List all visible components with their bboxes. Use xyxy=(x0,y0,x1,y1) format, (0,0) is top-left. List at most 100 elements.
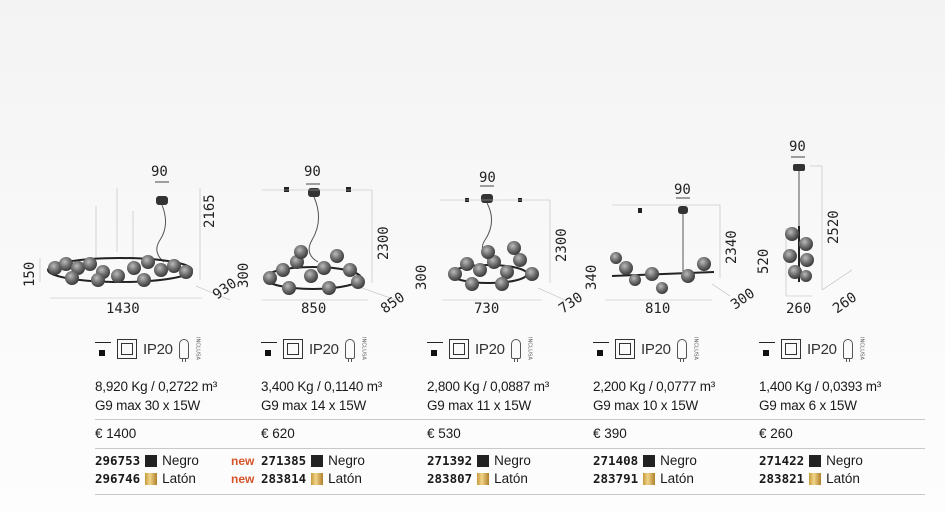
finish-label: Latón xyxy=(494,471,528,486)
spec-icons: IP20 INCLUSA xyxy=(95,333,261,365)
code-row: 283821 Latón xyxy=(759,470,925,488)
dim-width-3: 730 xyxy=(474,301,500,317)
dim-height-5: 2520 xyxy=(826,210,842,244)
product-column-1: IP20 INCLUSA 8,920 Kg / 0,2722 m³ G9 max… xyxy=(95,333,261,495)
brass-swatch-icon xyxy=(311,473,324,485)
code-row: new 283814 Latón xyxy=(231,470,427,488)
finish-label: Negro xyxy=(826,453,863,468)
dim-top-4: 90 xyxy=(674,182,691,198)
new-badge: new xyxy=(231,454,255,468)
divider xyxy=(95,419,261,420)
dim-width-4: 810 xyxy=(645,301,671,317)
spec-icons: IP20 INCLUSA xyxy=(261,333,427,365)
product-code: 283821 xyxy=(759,471,805,486)
class-ii-icon xyxy=(283,339,303,359)
bulb-included-label: INCLUSA xyxy=(360,337,367,361)
code-row: 296753 Negro xyxy=(95,452,261,470)
bulb-included-label: INCLUSA xyxy=(526,337,533,361)
ceiling-mount-icon xyxy=(261,340,277,358)
spec-icons: IP20 INCLUSA xyxy=(593,333,759,365)
black-swatch-icon xyxy=(809,455,822,467)
divider xyxy=(759,494,925,495)
black-swatch-icon xyxy=(311,455,324,467)
weight-volume: 1,400 Kg / 0,0393 m³ xyxy=(759,379,882,394)
bulb-spec: G9 max 14 x 15W xyxy=(261,398,367,413)
lamp-drawing-3 xyxy=(440,185,566,301)
finish-label: Latón xyxy=(660,471,694,486)
code-row: new 271385 Negro xyxy=(231,452,427,470)
bulb-included-label: INCLUSA xyxy=(194,337,201,361)
class-ii-icon xyxy=(449,339,469,359)
ip-rating: IP20 xyxy=(143,340,173,358)
code-list: 271422 Negro 283821 Latón xyxy=(759,452,925,488)
weight-volume: 2,800 Kg / 0,0887 m³ xyxy=(427,379,550,394)
dim-width-1: 1430 xyxy=(106,301,140,317)
price: € 1400 xyxy=(95,426,137,441)
finish-label: Latón xyxy=(826,471,860,486)
ceiling-mount-icon xyxy=(427,340,443,358)
divider xyxy=(759,448,925,449)
product-column-3: IP20 INCLUSA 2,800 Kg / 0,0887 m³ G9 max… xyxy=(427,333,593,495)
new-badge: new xyxy=(231,472,255,486)
divider xyxy=(261,494,427,495)
g9-bulb-icon xyxy=(842,339,853,362)
product-code: 283814 xyxy=(261,471,307,486)
finish-label: Latón xyxy=(162,471,196,486)
brass-swatch-icon xyxy=(643,473,656,485)
divider xyxy=(261,419,427,420)
g9-bulb-icon xyxy=(344,339,355,362)
product-column-4: IP20 INCLUSA 2,200 Kg / 0,0777 m³ G9 max… xyxy=(593,333,759,495)
divider xyxy=(593,448,759,449)
weight-volume: 3,400 Kg / 0,1140 m³ xyxy=(261,379,383,394)
product-code: 271408 xyxy=(593,453,639,468)
product-column-2: IP20 INCLUSA 3,400 Kg / 0,1140 m³ G9 max… xyxy=(231,333,427,495)
ceiling-mount-icon xyxy=(759,340,775,358)
product-code: 283807 xyxy=(427,471,473,486)
g9-bulb-icon xyxy=(676,339,687,362)
dim-width-5: 260 xyxy=(786,301,812,317)
lamp-drawing-4 xyxy=(605,197,731,301)
divider xyxy=(261,448,427,449)
dim-top-2: 90 xyxy=(304,164,321,180)
bulb-spec: G9 max 11 x 15W xyxy=(427,398,532,413)
ceiling-mount-icon xyxy=(95,340,111,358)
divider xyxy=(95,448,261,449)
code-row: 283791 Latón xyxy=(593,470,759,488)
dim-side-3: 300 xyxy=(414,264,430,290)
dim-side-2: 300 xyxy=(236,262,252,288)
product-code: 296753 xyxy=(95,453,141,468)
code-row: 271408 Negro xyxy=(593,452,759,470)
product-code: 271422 xyxy=(759,453,805,468)
class-ii-icon xyxy=(781,339,801,359)
divider xyxy=(593,494,759,495)
brass-swatch-icon xyxy=(809,473,822,485)
product-code: 271385 xyxy=(261,453,307,468)
finish-label: Negro xyxy=(494,453,531,468)
product-code: 271392 xyxy=(427,453,473,468)
divider xyxy=(759,419,925,420)
code-list: 271392 Negro 283807 Latón xyxy=(427,452,593,488)
spec-icons: IP20 INCLUSA xyxy=(759,333,925,365)
dim-side-1: 150 xyxy=(22,261,38,287)
weight-volume: 8,920 Kg / 0,2722 m³ xyxy=(95,379,218,394)
code-row: 271392 Negro xyxy=(427,452,593,470)
dim-height-4: 2340 xyxy=(724,230,740,264)
bulb-spec: G9 max 6 x 15W xyxy=(759,398,857,413)
black-swatch-icon xyxy=(643,455,656,467)
lamp-drawing-5 xyxy=(783,156,853,297)
divider xyxy=(427,419,593,420)
g9-bulb-icon xyxy=(178,339,189,362)
dim-height-2: 2300 xyxy=(376,226,392,260)
black-swatch-icon xyxy=(145,455,158,467)
price: € 530 xyxy=(427,426,461,441)
divider xyxy=(95,494,261,495)
dim-side-4: 340 xyxy=(584,264,600,290)
class-ii-icon xyxy=(117,339,137,359)
dim-width-2: 850 xyxy=(301,301,327,317)
ip-rating: IP20 xyxy=(309,340,339,358)
divider xyxy=(427,448,593,449)
product-code: 296746 xyxy=(95,471,141,486)
product-drawings xyxy=(39,156,853,301)
price: € 260 xyxy=(759,426,793,441)
dim-height-3: 2300 xyxy=(554,228,570,262)
